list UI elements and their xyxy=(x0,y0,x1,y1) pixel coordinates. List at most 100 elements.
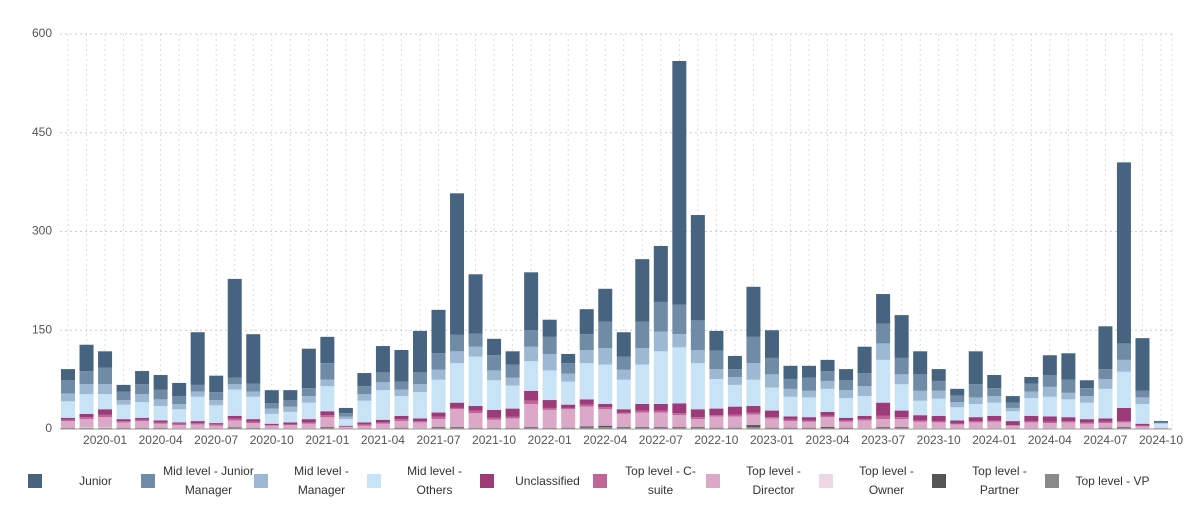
bar-segment xyxy=(487,417,502,420)
bar-segment xyxy=(1061,353,1076,380)
bar-segment xyxy=(524,400,539,404)
bar-segment xyxy=(153,405,168,421)
bar-segment xyxy=(1024,391,1039,399)
bar-segment xyxy=(172,403,187,410)
x-tick-label: 2022-10 xyxy=(694,433,738,447)
legend-item[interactable]: Top level - C-suite xyxy=(593,462,706,500)
bar-segment xyxy=(672,403,687,414)
bar-segment xyxy=(209,423,224,425)
bar-segment xyxy=(542,427,557,429)
bar-segment xyxy=(524,361,539,391)
bar-segment xyxy=(1061,379,1076,393)
legend-swatch xyxy=(28,474,42,488)
bar-segment xyxy=(375,346,390,373)
legend-item[interactable]: Mid level - Others xyxy=(367,462,480,500)
bar-segment xyxy=(1116,407,1131,422)
bar-segment xyxy=(653,301,668,332)
bar-segment xyxy=(468,274,483,334)
bar-segment xyxy=(764,417,779,419)
bar-segment xyxy=(264,425,279,426)
bar-segment xyxy=(431,369,446,380)
legend-item[interactable]: Top level - Director xyxy=(706,462,819,500)
bar-segment xyxy=(524,330,539,347)
bar-segment xyxy=(301,422,316,424)
legend-item[interactable]: Top level - Partner xyxy=(932,462,1045,500)
bar-segment xyxy=(283,400,298,407)
legend-item[interactable]: Top level - VP xyxy=(1045,462,1158,500)
bar-segment xyxy=(1042,375,1057,387)
bar-segment xyxy=(227,415,242,419)
bar-segment xyxy=(320,386,335,412)
legend-item[interactable]: Unclassified xyxy=(480,462,593,500)
legend-item[interactable]: Mid level - Manager xyxy=(254,462,367,500)
bar-segment xyxy=(524,427,539,429)
y-tick-label: 600 xyxy=(32,26,52,40)
bar-segment xyxy=(1098,369,1113,379)
bar-segment xyxy=(209,425,224,429)
legend-item[interactable]: Top level - Owner xyxy=(819,462,932,500)
bar-segment xyxy=(968,403,983,418)
legend-label: Top level - Partner xyxy=(972,464,1027,497)
legend-item[interactable]: Mid level - Junior Manager xyxy=(141,462,254,500)
bar-segment xyxy=(135,417,150,420)
bar-segment xyxy=(635,348,650,365)
bar-segment xyxy=(876,419,891,428)
bar-segment xyxy=(802,397,817,418)
y-tick-label: 0 xyxy=(45,421,52,435)
bar-segment xyxy=(894,410,909,418)
bar-segment xyxy=(672,334,687,348)
bar-segment xyxy=(227,418,242,421)
bar-segment xyxy=(1116,427,1131,429)
bar-segment xyxy=(598,403,613,408)
bar-segment xyxy=(690,427,705,429)
bar-segment xyxy=(135,371,150,385)
legend-swatch xyxy=(706,474,720,488)
bar-segment xyxy=(172,422,187,424)
x-tick-label: 2021-01 xyxy=(305,433,349,447)
bar-segment xyxy=(301,348,316,389)
bar-segment xyxy=(635,412,650,428)
bar-segment xyxy=(153,422,168,424)
bar-segment xyxy=(913,421,928,429)
legend-swatch xyxy=(367,474,381,488)
bar-segment xyxy=(246,391,261,397)
bar-segment xyxy=(635,403,650,411)
bar-segment xyxy=(876,323,891,344)
bar-segment xyxy=(616,356,631,370)
bar-segment xyxy=(264,425,279,429)
bar-segment xyxy=(1098,378,1113,389)
bar-segment xyxy=(746,379,761,406)
bar-segment xyxy=(1079,388,1094,397)
bar-segment xyxy=(357,425,372,429)
bar-segment xyxy=(931,380,946,391)
bar-segment xyxy=(505,408,520,417)
bar-segment xyxy=(783,396,798,417)
bar-segment xyxy=(283,406,298,412)
bar-segment xyxy=(839,417,854,421)
bar-segment xyxy=(375,372,390,383)
bar-segment xyxy=(746,286,761,337)
bar-segment xyxy=(320,417,335,428)
legend-label: Mid level - Junior Manager xyxy=(163,464,254,497)
bar-segment xyxy=(505,385,520,409)
bar-segment xyxy=(505,364,520,378)
bar-segment xyxy=(876,402,891,416)
legend-swatch xyxy=(141,474,155,488)
bar-segment xyxy=(338,426,353,428)
bar-segment xyxy=(950,420,965,424)
bar-segment xyxy=(894,427,909,428)
bar-segment xyxy=(820,415,835,418)
bar-segment xyxy=(283,424,298,426)
bar-segment xyxy=(61,380,75,394)
bar-segment xyxy=(802,365,817,378)
bar-segment xyxy=(579,363,594,400)
bar-segment xyxy=(135,384,150,395)
bar-segment xyxy=(301,419,316,423)
bar-segment xyxy=(598,409,613,426)
bar-segment xyxy=(98,351,113,368)
legend-label: Top level - Director xyxy=(746,464,801,497)
legend-item[interactable]: Junior xyxy=(28,462,141,500)
bar-segment xyxy=(153,399,168,406)
bar-segment xyxy=(1061,417,1076,422)
bar-segment xyxy=(116,419,131,422)
